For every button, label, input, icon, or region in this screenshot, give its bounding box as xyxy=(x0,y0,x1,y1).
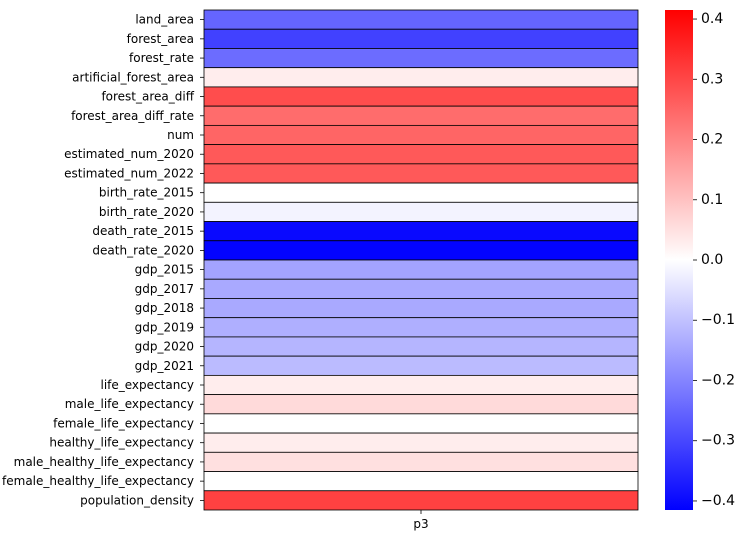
row-label-estimated_num_2020: estimated_num_2020 xyxy=(64,147,194,161)
row-label-land_area: land_area xyxy=(135,13,194,27)
heatmap-cell-estimated_num_2020 xyxy=(203,144,639,165)
heatmap-cell-male_life_expectancy xyxy=(203,394,639,415)
heatmap-cell-gdp_2017 xyxy=(203,278,639,299)
heatmap-cell-estimated_num_2022 xyxy=(203,163,639,184)
heatmap-cell-gdp_2018 xyxy=(203,298,639,319)
heatmap-cell-death_rate_2020 xyxy=(203,240,639,261)
row-label-artificial_forest_area: artificial_forest_area xyxy=(72,70,194,84)
heatmap-cell-forest_area xyxy=(203,28,639,49)
row-label-birth_rate_2015: birth_rate_2015 xyxy=(99,186,194,200)
row-label-death_rate_2015: death_rate_2015 xyxy=(92,224,194,238)
row-label-estimated_num_2022: estimated_num_2022 xyxy=(64,166,194,180)
row-label-female_healthy_life_expectancy: female_healthy_life_expectancy xyxy=(2,474,194,488)
heatmap-cell-healthy_life_expectancy xyxy=(203,432,639,453)
colorbar-tick-label: −0.1 xyxy=(701,312,735,328)
heatmap-cell-artificial_forest_area xyxy=(203,67,639,88)
colorbar-tick-label: 0.0 xyxy=(701,252,723,268)
row-label-death_rate_2020: death_rate_2020 xyxy=(92,243,194,257)
heatmap-cell-life_expectancy xyxy=(203,374,639,396)
row-label-gdp_2015: gdp_2015 xyxy=(135,263,194,277)
colorbar-tick-label: −0.3 xyxy=(701,433,735,449)
row-label-num: num xyxy=(167,128,194,142)
heatmap-cell-population_density xyxy=(203,490,639,511)
colorbar-tick-label: 0.2 xyxy=(701,132,723,148)
row-label-healthy_life_expectancy: healthy_life_expectancy xyxy=(49,436,194,450)
colorbar-tick-label: −0.4 xyxy=(701,493,735,509)
heatmap-cell-land_area xyxy=(203,9,639,30)
colorbar-tick-label: 0.1 xyxy=(701,192,723,208)
colorbar xyxy=(665,10,693,510)
heatmap-cell-female_healthy_life_expectancy xyxy=(203,471,639,492)
row-label-gdp_2017: gdp_2017 xyxy=(135,282,194,296)
x-axis-labels: p3 xyxy=(413,510,429,531)
heatmap-cell-forest_area_diff_rate xyxy=(203,105,639,126)
colorbar-tick-label: −0.2 xyxy=(701,372,735,388)
heatmap-cell-forest_area_diff xyxy=(203,86,639,107)
colorbar-ticks: 0.4 0.3 0.2 0.1 0.0 −0.1 −0.2 −0.3 −0.4 xyxy=(693,11,735,509)
row-label-gdp_2020: gdp_2020 xyxy=(135,340,194,354)
row-label-gdp_2021: gdp_2021 xyxy=(135,359,194,373)
row-label-gdp_2018: gdp_2018 xyxy=(135,301,194,315)
row-label-population_density: population_density xyxy=(80,493,194,507)
row-label-life_expectancy: life_expectancy xyxy=(100,378,194,392)
row-label-male_life_expectancy: male_life_expectancy xyxy=(65,397,194,411)
colorbar-tick-label: 0.3 xyxy=(701,71,723,87)
row-label-forest_area_diff: forest_area_diff xyxy=(101,90,194,104)
heatmap-cells xyxy=(203,9,639,511)
row-label-female_life_expectancy: female_life_expectancy xyxy=(53,416,194,430)
heatmap-cell-birth_rate_2020 xyxy=(203,201,639,222)
x-label-p3: p3 xyxy=(413,517,428,531)
heatmap-cell-forest_rate xyxy=(203,48,639,69)
row-label-male_healthy_life_expectancy: male_healthy_life_expectancy xyxy=(14,455,194,469)
row-label-forest_area_diff_rate: forest_area_diff_rate xyxy=(71,109,194,123)
heatmap-cell-birth_rate_2015 xyxy=(203,182,639,203)
heatmap-cell-gdp_2020 xyxy=(203,336,639,357)
row-label-birth_rate_2020: birth_rate_2020 xyxy=(99,205,194,219)
row-labels: land_area forest_area forest_rate artificia… xyxy=(2,13,204,507)
row-label-gdp_2019: gdp_2019 xyxy=(135,320,194,334)
heatmap-cell-gdp_2019 xyxy=(203,317,639,338)
row-label-forest_rate: forest_rate xyxy=(129,51,194,65)
heatmap-cell-num xyxy=(203,124,639,146)
colorbar-tick-label: 0.4 xyxy=(701,11,723,27)
heatmap-cell-gdp_2015 xyxy=(203,259,639,280)
heatmap-cell-gdp_2021 xyxy=(203,355,639,376)
heatmap-cell-female_life_expectancy xyxy=(203,413,639,434)
row-label-forest_area: forest_area xyxy=(127,32,194,46)
colorbar-gradient xyxy=(665,10,693,510)
heatmap-cell-death_rate_2015 xyxy=(203,221,639,242)
heatmap-cell-male_healthy_life_expectancy xyxy=(203,451,639,472)
